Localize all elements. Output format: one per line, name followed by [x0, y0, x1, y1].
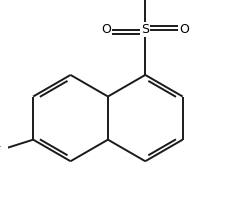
Text: S: S [141, 23, 149, 36]
Text: O: O [179, 23, 189, 36]
Text: O: O [102, 23, 111, 36]
